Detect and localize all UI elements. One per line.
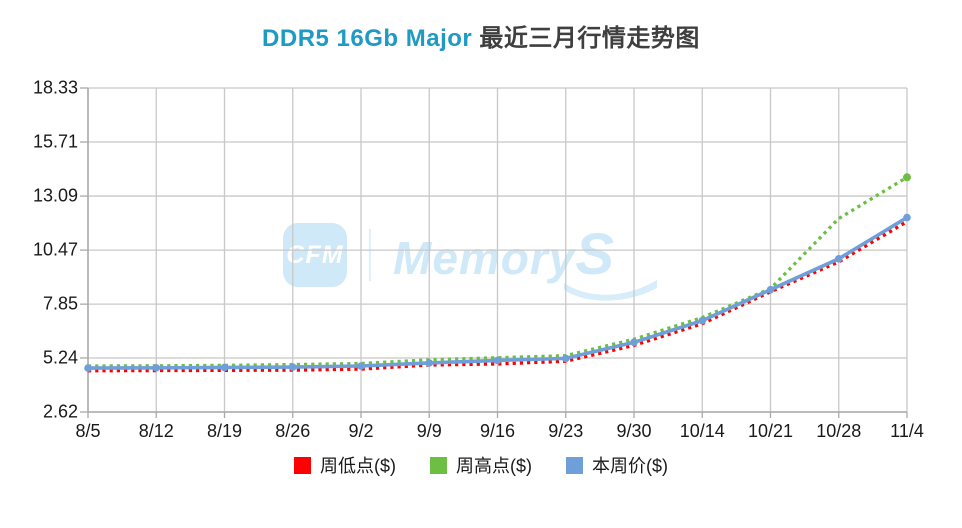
x-axis-tick-label: 9/2 xyxy=(348,421,374,441)
series-marker xyxy=(357,362,365,370)
legend-item: 周低点($) xyxy=(294,452,396,478)
y-axis-tick-label: 7.85 xyxy=(42,293,78,314)
y-axis-tick-label: 5.24 xyxy=(42,347,78,368)
series-marker xyxy=(766,285,775,294)
x-axis-tick-label: 8/26 xyxy=(275,421,311,441)
series-marker xyxy=(152,364,161,372)
legend-swatch-icon xyxy=(566,456,583,474)
legend-label: 本周价($) xyxy=(592,456,668,476)
legend-swatch-icon xyxy=(430,456,447,474)
x-axis-tick-label: 9/9 xyxy=(416,421,442,441)
x-axis-tick-label: 9/23 xyxy=(548,421,584,441)
y-axis-tick-label: 10.47 xyxy=(32,239,78,260)
series-marker xyxy=(630,338,638,347)
series-marker xyxy=(834,254,843,263)
x-axis-labels: 8/5 8/12 8/19 8/26 9/2 9/9 9/16 9/23 9/30 10/14 10… xyxy=(0,421,962,445)
x-axis-tick-label: 8/19 xyxy=(206,421,243,441)
chart-title-rest: 最近三月行情走势图 xyxy=(472,25,700,52)
legend-item: 周高点($) xyxy=(430,452,532,478)
chart-title: DDR5 16Gb Major 最近三月行情走势图 xyxy=(0,18,962,53)
x-axis-tick-label: 8/5 xyxy=(75,421,101,441)
y-axis-labels: 18.33 15.71 13.09 10.47 7.85 5.24 2.62 xyxy=(0,0,78,528)
chart-title-accent: DDR5 16Gb Major xyxy=(262,25,473,52)
series-marker xyxy=(493,356,502,365)
x-axis-tick-label: 10/14 xyxy=(679,421,725,441)
series-marker xyxy=(903,213,911,222)
x-axis-tick-label: 9/16 xyxy=(479,421,516,441)
series-marker xyxy=(561,354,570,363)
y-axis-tick-label: 18.33 xyxy=(32,77,78,98)
x-axis-tick-label: 10/28 xyxy=(816,421,862,441)
series-end-marker xyxy=(903,173,911,182)
series-marker xyxy=(220,363,229,372)
series-marker xyxy=(698,316,707,325)
legend-label: 周高点($) xyxy=(456,456,532,476)
chart-plot-area xyxy=(80,87,911,418)
x-axis-tick-label: 10/21 xyxy=(747,421,794,441)
legend-item: 本周价($) xyxy=(566,452,668,478)
x-axis-tick-label: 9/30 xyxy=(616,421,652,441)
y-axis-tick-label: 15.71 xyxy=(32,131,78,152)
legend-swatch-icon xyxy=(294,456,311,474)
legend-label: 周低点($) xyxy=(320,456,396,476)
series-marker xyxy=(84,364,92,372)
chart-canvas xyxy=(80,87,911,418)
series-marker xyxy=(425,359,434,367)
x-axis-tick-label: 11/4 xyxy=(890,421,924,441)
chart-legend: 周低点($) 周高点($) 本周价($) xyxy=(0,452,962,478)
y-axis-tick-label: 2.62 xyxy=(42,401,78,422)
y-axis-tick-label: 13.09 xyxy=(32,185,78,206)
x-axis-tick-label: 8/12 xyxy=(138,421,174,441)
series-marker xyxy=(288,363,297,371)
